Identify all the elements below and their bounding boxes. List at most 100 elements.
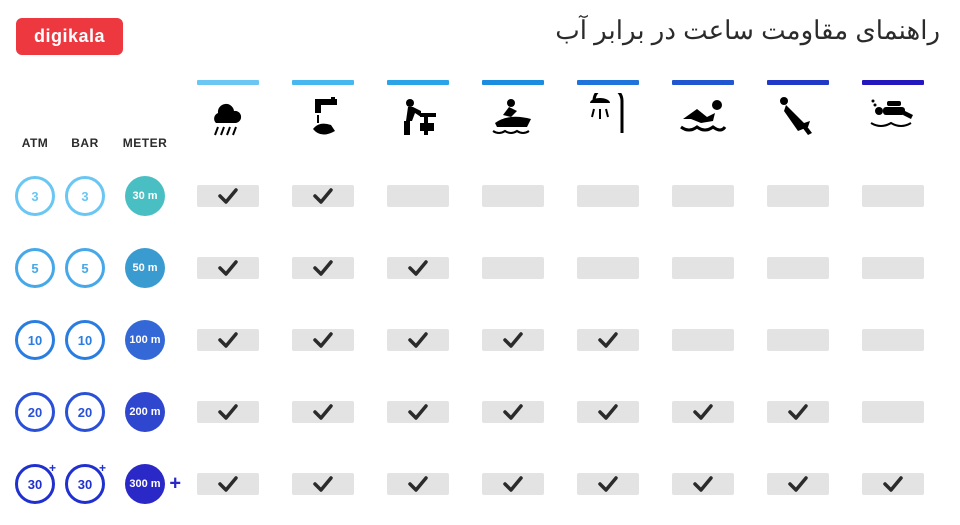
check-icon — [596, 328, 620, 352]
check-slot — [862, 185, 924, 207]
handwash-bar — [292, 80, 354, 85]
water-resistance-table: ATMBARMETER3330 m5550 m1010100 m2020200 … — [10, 80, 950, 520]
check-slot — [767, 473, 829, 495]
check-cell — [560, 304, 655, 376]
check-cell — [750, 376, 845, 448]
activity-header-shower — [560, 80, 655, 160]
check-slot — [482, 329, 544, 351]
check-cell — [655, 160, 750, 232]
check-icon — [311, 184, 335, 208]
check-slot — [292, 329, 354, 351]
atm-cell: 20 — [10, 376, 60, 448]
check-cell — [655, 448, 750, 520]
check-cell — [465, 160, 560, 232]
check-cell — [655, 232, 750, 304]
check-slot — [197, 329, 259, 351]
meter-circle: 100 m — [125, 320, 165, 360]
check-slot — [767, 185, 829, 207]
activity-header-dive — [750, 80, 845, 160]
check-slot — [577, 473, 639, 495]
check-slot — [197, 401, 259, 423]
check-cell — [750, 304, 845, 376]
meter-circle: 50 m — [125, 248, 165, 288]
check-icon — [406, 472, 430, 496]
bar-circle: 20 — [65, 392, 105, 432]
check-slot — [292, 185, 354, 207]
meter-cell: 50 m — [110, 232, 180, 304]
meter-circle: 200 m — [125, 392, 165, 432]
work-icon — [394, 89, 442, 145]
atm-circle: 3 — [15, 176, 55, 216]
swim-icon — [679, 89, 727, 145]
check-slot — [292, 257, 354, 279]
shower-bar — [577, 80, 639, 85]
check-slot — [197, 473, 259, 495]
check-icon — [691, 472, 715, 496]
check-slot — [577, 329, 639, 351]
meter-circle: 300 m+ — [125, 464, 165, 504]
atm-circle: 20 — [15, 392, 55, 432]
check-slot — [577, 185, 639, 207]
atm-cell: 5 — [10, 232, 60, 304]
activity-header-handwash — [275, 80, 370, 160]
activity-header-jetski — [465, 80, 560, 160]
jetski-icon — [489, 89, 537, 145]
check-slot — [672, 185, 734, 207]
check-icon — [311, 328, 335, 352]
check-cell — [560, 232, 655, 304]
check-cell — [180, 160, 275, 232]
check-cell — [370, 448, 465, 520]
check-slot — [577, 401, 639, 423]
check-slot — [482, 185, 544, 207]
atm-cell: 3 — [10, 160, 60, 232]
check-cell — [465, 376, 560, 448]
logo-badge: digikala — [16, 18, 123, 55]
check-cell — [275, 160, 370, 232]
bar-cell: 5 — [60, 232, 110, 304]
check-cell — [370, 376, 465, 448]
atm-circle: 10 — [15, 320, 55, 360]
check-icon — [596, 400, 620, 424]
check-icon — [881, 472, 905, 496]
meter-cell: 30 m — [110, 160, 180, 232]
check-cell — [465, 448, 560, 520]
check-slot — [387, 401, 449, 423]
bar-cell: 10 — [60, 304, 110, 376]
atm-cell: 30+ — [10, 448, 60, 520]
check-icon — [406, 328, 430, 352]
check-cell — [275, 304, 370, 376]
activity-header-swim — [655, 80, 750, 160]
header-atm: ATM — [10, 80, 60, 160]
scuba-bar — [862, 80, 924, 85]
bar-circle: 30+ — [65, 464, 105, 504]
check-slot — [387, 257, 449, 279]
shower-icon — [584, 89, 632, 145]
check-cell — [845, 448, 940, 520]
check-slot — [672, 401, 734, 423]
header-meter: METER — [110, 80, 180, 160]
check-slot — [672, 257, 734, 279]
check-cell — [465, 304, 560, 376]
meter-cell: 100 m — [110, 304, 180, 376]
check-icon — [501, 400, 525, 424]
check-cell — [180, 304, 275, 376]
check-slot — [862, 473, 924, 495]
work-bar — [387, 80, 449, 85]
bar-cell: 30+ — [60, 448, 110, 520]
check-cell — [370, 232, 465, 304]
check-icon — [406, 400, 430, 424]
check-cell — [465, 232, 560, 304]
check-cell — [750, 232, 845, 304]
check-slot — [672, 329, 734, 351]
check-cell — [275, 376, 370, 448]
header-bar: BAR — [60, 80, 110, 160]
check-slot — [862, 329, 924, 351]
jetski-bar — [482, 80, 544, 85]
check-cell — [845, 304, 940, 376]
check-slot — [387, 473, 449, 495]
check-icon — [691, 400, 715, 424]
check-icon — [596, 472, 620, 496]
check-slot — [482, 473, 544, 495]
check-slot — [197, 185, 259, 207]
meter-cell: 300 m+ — [110, 448, 180, 520]
